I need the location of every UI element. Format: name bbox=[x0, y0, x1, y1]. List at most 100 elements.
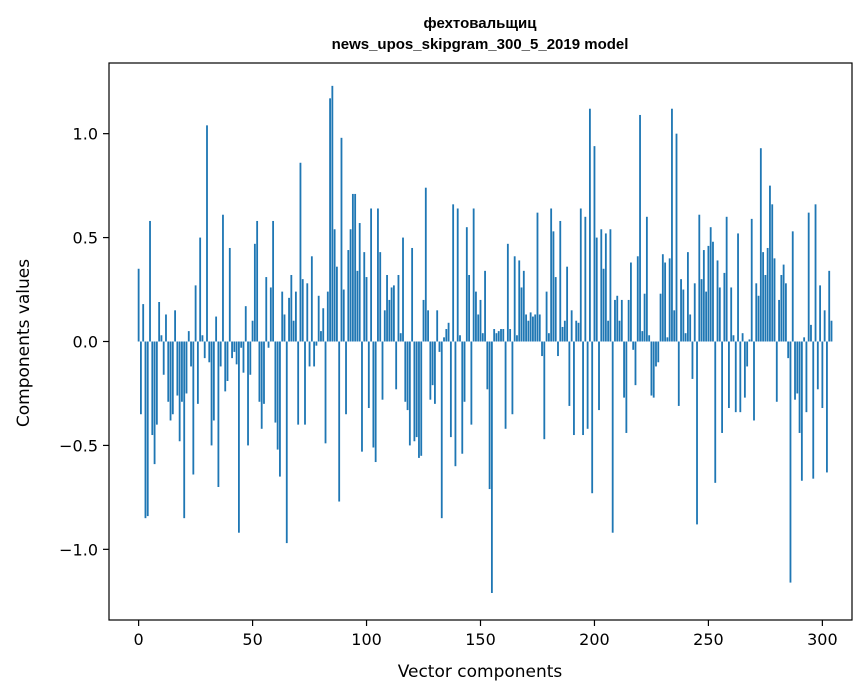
bar bbox=[379, 252, 381, 341]
bar bbox=[366, 277, 368, 341]
bar bbox=[202, 335, 204, 341]
bar bbox=[265, 277, 267, 341]
bar bbox=[313, 342, 315, 367]
x-tick-label: 250 bbox=[693, 630, 724, 649]
bar bbox=[450, 342, 452, 438]
bar bbox=[145, 342, 147, 519]
bar bbox=[158, 302, 160, 341]
bar bbox=[432, 342, 434, 386]
bar bbox=[395, 342, 397, 390]
bar bbox=[769, 186, 771, 342]
bar bbox=[455, 342, 457, 467]
bar bbox=[507, 244, 509, 342]
bar bbox=[728, 342, 730, 409]
bar bbox=[407, 342, 409, 411]
x-tick-label: 300 bbox=[807, 630, 838, 649]
bar bbox=[388, 300, 390, 342]
bar bbox=[680, 279, 682, 341]
chart-title: фехтовальщиц bbox=[424, 15, 538, 32]
bar bbox=[785, 283, 787, 341]
bar bbox=[810, 325, 812, 342]
bar bbox=[480, 300, 482, 342]
bar bbox=[571, 310, 573, 341]
bar bbox=[594, 146, 596, 341]
bar bbox=[721, 342, 723, 433]
bar bbox=[372, 342, 374, 448]
bar bbox=[338, 342, 340, 502]
bar bbox=[530, 312, 532, 341]
bar bbox=[505, 342, 507, 429]
bar bbox=[737, 233, 739, 341]
bar bbox=[621, 300, 623, 342]
bar bbox=[559, 221, 561, 342]
y-tick-label: 0.0 bbox=[73, 333, 98, 352]
bar bbox=[648, 335, 650, 341]
bar bbox=[142, 304, 144, 341]
bar bbox=[630, 263, 632, 342]
x-axis-ticks: 0 50 100 150 200 250 300 bbox=[134, 620, 838, 649]
bar bbox=[518, 260, 520, 341]
bar bbox=[247, 342, 249, 446]
bar bbox=[140, 342, 142, 415]
bar bbox=[566, 267, 568, 342]
bar bbox=[532, 317, 534, 342]
bar bbox=[270, 287, 272, 341]
bar bbox=[607, 321, 609, 342]
bar bbox=[370, 208, 372, 341]
bar bbox=[806, 342, 808, 413]
bar bbox=[363, 252, 365, 341]
bar bbox=[562, 327, 564, 342]
bar bbox=[682, 290, 684, 342]
bar bbox=[564, 321, 566, 342]
bar bbox=[489, 342, 491, 490]
bar bbox=[671, 109, 673, 342]
bar bbox=[557, 342, 559, 357]
bar bbox=[425, 188, 427, 342]
bar bbox=[277, 342, 279, 450]
bar bbox=[256, 221, 258, 342]
bar bbox=[755, 283, 757, 341]
bar bbox=[329, 98, 331, 341]
x-tick-label: 0 bbox=[134, 630, 144, 649]
y-tick-label: 0.5 bbox=[73, 229, 98, 248]
bar bbox=[423, 300, 425, 342]
bar bbox=[448, 323, 450, 342]
bar bbox=[676, 134, 678, 342]
bar bbox=[730, 287, 732, 341]
bar bbox=[651, 342, 653, 396]
bar bbox=[336, 267, 338, 342]
bar bbox=[243, 342, 245, 373]
bar bbox=[466, 227, 468, 341]
chart-subtitle: news_upos_skipgram_300_5_2019 model bbox=[332, 36, 629, 53]
bar bbox=[281, 292, 283, 342]
bar bbox=[808, 213, 810, 342]
bar bbox=[733, 335, 735, 341]
bar bbox=[753, 342, 755, 421]
bar bbox=[796, 342, 798, 394]
bar bbox=[176, 342, 178, 396]
bar bbox=[787, 342, 789, 359]
bar bbox=[698, 215, 700, 342]
bar bbox=[147, 342, 149, 517]
bar bbox=[384, 310, 386, 341]
bar bbox=[268, 342, 270, 348]
bar bbox=[539, 314, 541, 341]
bar bbox=[589, 109, 591, 342]
bar bbox=[653, 342, 655, 398]
bar bbox=[521, 287, 523, 341]
bar bbox=[138, 269, 140, 342]
y-axis-ticks: −1.0 −0.5 0.0 0.5 1.0 bbox=[59, 125, 109, 560]
bar bbox=[192, 342, 194, 475]
bar bbox=[386, 275, 388, 342]
bar bbox=[819, 285, 821, 341]
bar bbox=[331, 86, 333, 342]
bar bbox=[596, 238, 598, 342]
bar bbox=[500, 329, 502, 341]
bar bbox=[217, 342, 219, 487]
bar bbox=[350, 229, 352, 341]
bar bbox=[587, 342, 589, 429]
bar bbox=[477, 314, 479, 341]
bar bbox=[357, 271, 359, 342]
bar bbox=[512, 342, 514, 415]
bar bbox=[195, 285, 197, 341]
